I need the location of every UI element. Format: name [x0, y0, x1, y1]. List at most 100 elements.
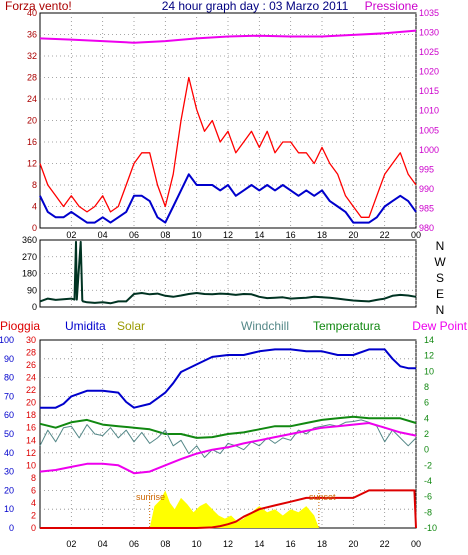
legend-temperatura: Temperatura — [313, 319, 381, 333]
x-tick-label-bottom: 04 — [98, 539, 108, 549]
wind-y-tick-label: 20 — [27, 116, 37, 126]
pressure-y-tick-label: 980 — [419, 223, 434, 233]
x-tick-label-top: 20 — [348, 230, 358, 240]
x-tick-label-bottom: 00 — [411, 539, 421, 549]
temperature-y-tick-label: -8 — [424, 507, 432, 517]
humidity-y-tick-label: 20 — [4, 485, 14, 495]
x-tick-label-bottom: 06 — [129, 539, 139, 549]
wind-y-tick-label: 28 — [27, 73, 37, 83]
temperature-y-tick-label: 0 — [424, 445, 429, 455]
compass-label-n: N — [436, 239, 445, 253]
compass-label-n2: N — [436, 303, 445, 317]
x-tick-label-top: 08 — [160, 230, 170, 240]
pressure-y-tick-label: 995 — [419, 164, 434, 174]
x-tick-label-bottom: 14 — [254, 539, 264, 549]
x-tick-label-top: 02 — [66, 230, 76, 240]
rain-y-tick-label: 26 — [26, 360, 36, 370]
wind-direction-line — [39, 240, 417, 305]
x-tick-label-bottom: 10 — [192, 539, 202, 549]
tick-labels-layer: 0202040406060808101012121414161618182020… — [0, 8, 439, 549]
rain-y-tick-label: 2 — [31, 510, 36, 520]
temperature-y-tick-label: 4 — [424, 413, 429, 423]
temperature-y-tick-label: -2 — [424, 460, 432, 470]
legend-pioggia: Pioggia — [0, 319, 40, 333]
rain-y-tick-label: 8 — [31, 473, 36, 483]
legend-dewpoint: Dew Point — [412, 319, 467, 333]
chart-title: 24 hour graph day : 03 Marzo 2011 — [162, 0, 349, 13]
x-tick-label-top: 18 — [317, 230, 327, 240]
compass-label-w: W — [434, 255, 446, 269]
solar-fill-layer — [149, 490, 319, 528]
pressure-y-tick-label: 1005 — [419, 125, 439, 135]
rain-y-tick-label: 22 — [26, 385, 36, 395]
rain-y-tick-label: 16 — [26, 423, 36, 433]
wind-axis-label: Forza vento! — [5, 0, 72, 13]
humidity-y-tick-label: 90 — [4, 354, 14, 364]
series-layer — [39, 29, 417, 529]
x-tick-label-bottom: 22 — [380, 539, 390, 549]
humidity-y-tick-label: 100 — [0, 335, 14, 345]
x-tick-label-bottom: 16 — [286, 539, 296, 549]
temperature-y-tick-label: 8 — [424, 382, 429, 392]
temperature-y-tick-label: 14 — [424, 335, 434, 345]
wind-y-tick-label: 16 — [27, 137, 37, 147]
x-tick-label-top: 16 — [286, 230, 296, 240]
humidity-y-tick-label: 50 — [4, 429, 14, 439]
rain-y-tick-label: 4 — [31, 498, 36, 508]
x-tick-label-bottom: 12 — [223, 539, 233, 549]
wind-gust-line — [39, 76, 417, 218]
temperature-y-tick-label: -6 — [424, 492, 432, 502]
rain-y-tick-label: 20 — [26, 398, 36, 408]
compass-label-e: E — [436, 287, 444, 301]
legend-umidita: Umidita — [65, 319, 106, 333]
pressure-axis-label: Pressione — [365, 0, 419, 13]
legend-solar: Solar — [117, 319, 145, 333]
humidity-y-tick-label: 0 — [9, 523, 14, 533]
pressure-y-tick-label: 1015 — [419, 86, 439, 96]
x-tick-label-bottom: 02 — [66, 539, 76, 549]
humidity-y-tick-label: 40 — [4, 448, 14, 458]
wind-y-tick-label: 32 — [27, 51, 37, 61]
x-tick-label-bottom: 08 — [160, 539, 170, 549]
rain-y-tick-label: 30 — [26, 335, 36, 345]
x-tick-label-top: 12 — [223, 230, 233, 240]
x-tick-label-top: 00 — [411, 230, 421, 240]
rain-y-tick-label: 6 — [31, 485, 36, 495]
x-tick-label-top: 04 — [98, 230, 108, 240]
humidity-y-tick-label: 70 — [4, 391, 14, 401]
wind-average-line — [39, 173, 417, 224]
windchill-line — [39, 419, 417, 458]
humidity-line — [40, 348, 416, 409]
rain-y-tick-label: 14 — [26, 435, 36, 445]
direction-y-tick-label: 180 — [22, 269, 37, 279]
rain-y-tick-label: 18 — [26, 410, 36, 420]
wind-y-tick-label: 40 — [27, 8, 37, 18]
x-tick-label-bottom: 20 — [348, 539, 358, 549]
legend-windchill: Windchill — [241, 319, 289, 333]
sunrise-label: sunrise — [136, 492, 165, 502]
temperature-line — [39, 415, 417, 439]
temperature-y-tick-label: 6 — [424, 398, 429, 408]
wind-y-tick-label: 0 — [32, 223, 37, 233]
humidity-y-tick-label: 30 — [4, 467, 14, 477]
wind-y-tick-label: 12 — [27, 159, 37, 169]
humidity-y-tick-label: 80 — [4, 373, 14, 383]
temperature-y-tick-label: -10 — [424, 523, 437, 533]
rain-y-tick-label: 10 — [26, 460, 36, 470]
rain-y-tick-label: 28 — [26, 348, 36, 358]
rain-line — [40, 489, 417, 529]
compass-label-s: S — [436, 271, 444, 285]
x-tick-label-top: 06 — [129, 230, 139, 240]
wind-y-tick-label: 8 — [32, 180, 37, 190]
x-tick-label-bottom: 18 — [317, 539, 327, 549]
pressure-y-tick-label: 1025 — [419, 47, 439, 57]
sunset-label: sunset — [309, 492, 336, 502]
direction-y-tick-label: 360 — [22, 235, 37, 245]
direction-y-tick-label: 270 — [22, 252, 37, 262]
wind-y-tick-label: 4 — [32, 202, 37, 212]
dewpoint-line — [39, 422, 417, 475]
wind-y-tick-label: 24 — [27, 94, 37, 104]
rain-y-tick-label: 24 — [26, 373, 36, 383]
direction-y-tick-label: 0 — [32, 302, 37, 312]
